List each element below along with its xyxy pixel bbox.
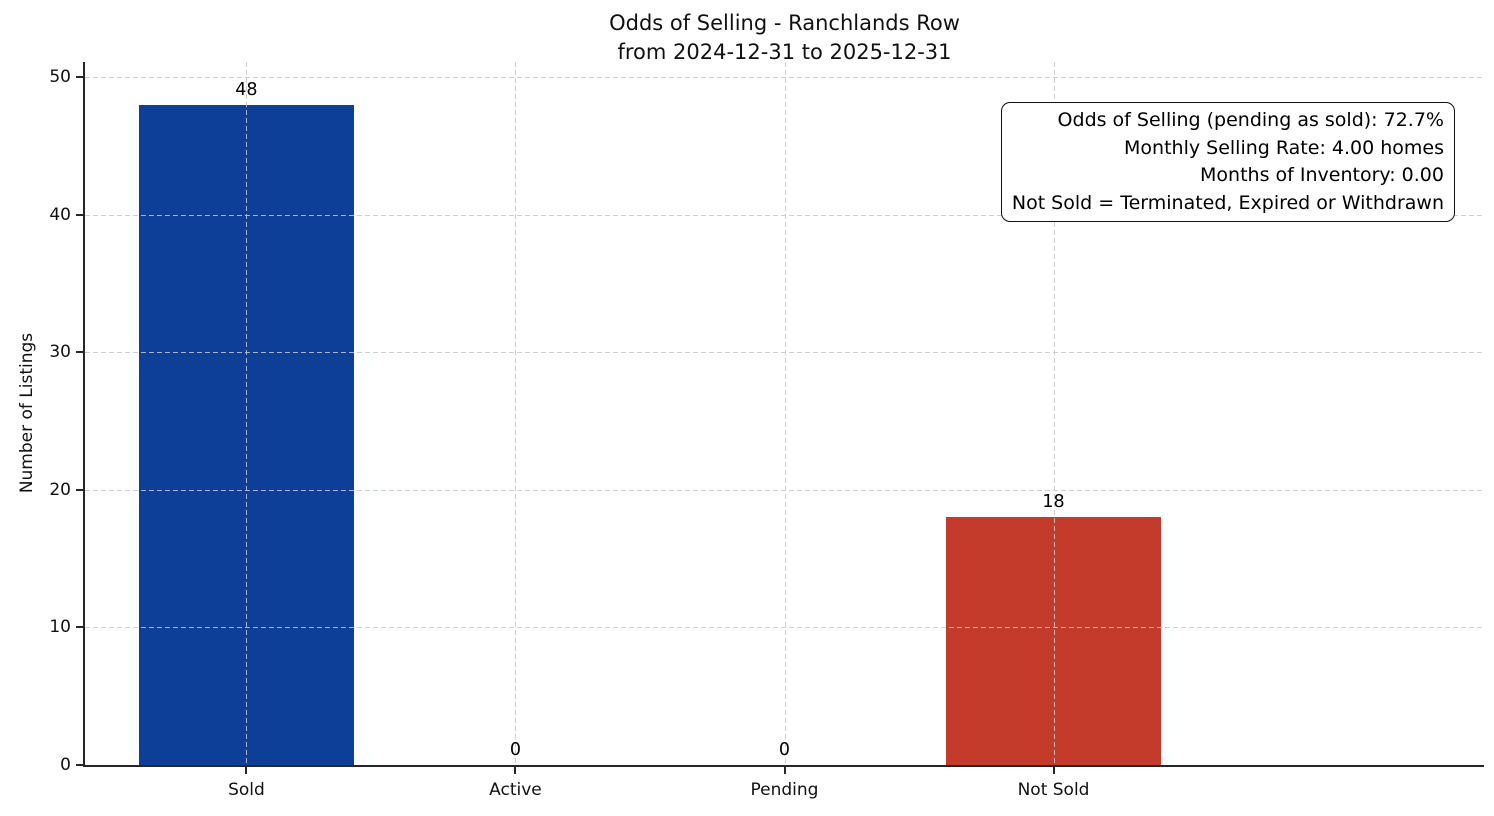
- annotation-line-inventory: Months of Inventory: 0.00: [1200, 164, 1444, 186]
- x-tick-mark: [1052, 767, 1055, 774]
- annotation-line-notsold-def: Not Sold = Terminated, Expired or Withdr…: [1011, 191, 1444, 214]
- y-tick-mark: [76, 76, 83, 79]
- y-tick-label: 0: [60, 755, 71, 775]
- y-tick-mark: [76, 488, 83, 491]
- x-tick-mark: [514, 767, 517, 774]
- annotation-line-odds: Odds of Selling (pending as sold): 72.7%: [1057, 109, 1444, 131]
- y-tick-label: 50: [49, 67, 71, 88]
- v-gridline: [784, 62, 786, 765]
- y-tick-label: 40: [49, 204, 71, 225]
- chart-title-line2: from 2024-12-31 to 2025-12-31: [617, 40, 952, 64]
- y-tick-mark: [76, 626, 83, 629]
- x-tick-label: Active: [489, 780, 542, 800]
- bar-value-label: 18: [1042, 492, 1065, 513]
- x-tick-mark: [245, 767, 248, 774]
- y-tick-mark: [76, 213, 83, 216]
- v-gridline: [515, 62, 517, 765]
- v-gridline: [246, 62, 248, 765]
- bar-value-label: 0: [509, 740, 522, 760]
- chart-title: Odds of Selling - Ranchlands Row from 20…: [85, 9, 1484, 67]
- x-tick-label: Not Sold: [1017, 780, 1090, 800]
- y-tick-mark: [76, 764, 83, 766]
- x-axis-spine: [83, 765, 1484, 767]
- bar-value-label: 48: [235, 79, 258, 100]
- y-tick-label: 20: [49, 479, 71, 500]
- annotation-line-rate: Monthly Selling Rate: 4.00 homes: [1124, 136, 1444, 159]
- annotation-box: Odds of Selling (pending as sold): 72.7%…: [1000, 102, 1455, 222]
- v-gridline: [1053, 62, 1055, 765]
- chart-title-line1: Odds of Selling - Ranchlands Row: [609, 11, 960, 35]
- y-axis-spine: [83, 62, 85, 767]
- bar-value-label: 0: [778, 740, 791, 760]
- y-tick-label: 30: [49, 342, 71, 363]
- x-tick-label: Sold: [228, 780, 265, 800]
- x-tick-mark: [783, 767, 786, 774]
- bar-sold: [138, 104, 355, 765]
- y-tick-mark: [76, 351, 83, 354]
- y-tick-label: 10: [49, 617, 71, 638]
- x-tick-label: Pending: [750, 780, 819, 800]
